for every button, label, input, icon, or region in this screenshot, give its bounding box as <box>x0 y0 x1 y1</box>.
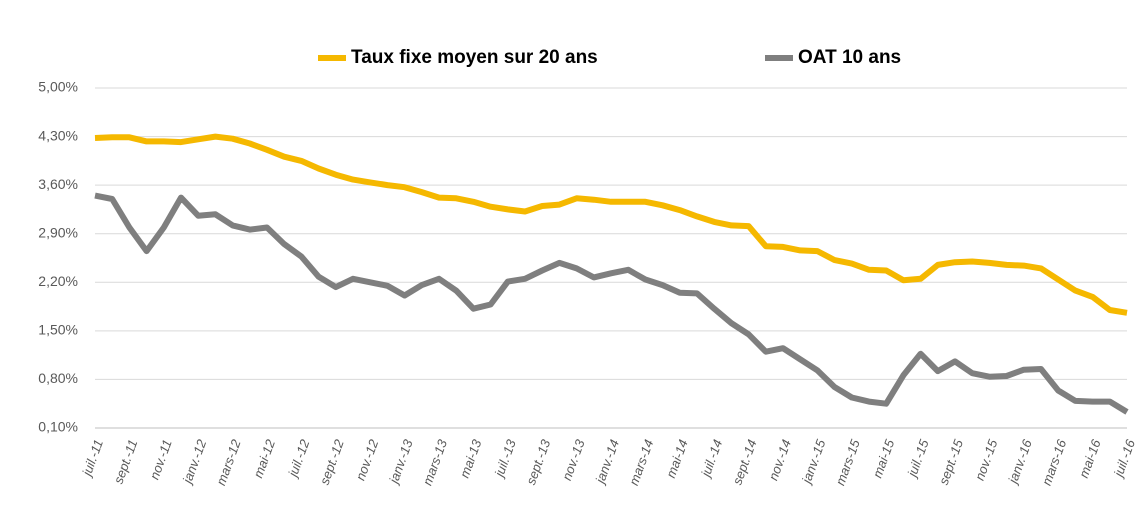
x-tick-label: mai-12 <box>250 437 278 480</box>
y-tick-label: 5,00% <box>38 79 78 95</box>
y-tick-label: 2,20% <box>38 273 78 289</box>
x-tick-label: nov.-15 <box>972 437 1001 483</box>
x-tick-label: mai-13 <box>457 437 485 480</box>
legend-label: Taux fixe moyen sur 20 ans <box>351 47 598 68</box>
y-tick-label: 2,90% <box>38 224 78 240</box>
y-tick-label: 0,80% <box>38 370 78 386</box>
x-tick-label: mars-14 <box>626 437 656 487</box>
x-tick-label: sept.-12 <box>317 437 347 487</box>
y-tick-label: 4,30% <box>38 127 78 143</box>
y-tick-label: 3,60% <box>38 176 78 192</box>
x-tick-label: janv.-12 <box>179 437 210 487</box>
x-tick-label: janv.-13 <box>385 437 416 487</box>
y-tick-label: 0,10% <box>38 419 78 435</box>
data-line <box>94 192 1129 415</box>
x-tick-label: mai-16 <box>1076 437 1104 480</box>
x-tick-label: juil.-11 <box>78 437 106 479</box>
x-tick-label: juil.-13 <box>491 437 519 481</box>
x-tick-label: janv.-15 <box>798 437 829 487</box>
x-tick-label: nov.-13 <box>559 437 588 483</box>
legend-label: OAT 10 ans <box>798 47 901 68</box>
x-tick-label: juil.-15 <box>904 437 932 481</box>
x-tick-label: mars-13 <box>420 437 451 488</box>
x-tick-label: sept.-14 <box>729 437 759 486</box>
x-tick-label: juil.-12 <box>285 437 313 481</box>
x-tick-label: nov.-11 <box>147 437 175 481</box>
x-tick-label: mars-15 <box>832 437 863 488</box>
x-tick-label: nov.-14 <box>765 437 794 482</box>
y-tick-label: 1,50% <box>38 322 78 338</box>
x-tick-label: juil.-16 <box>1110 437 1138 481</box>
x-tick-label: sept.-15 <box>936 437 966 487</box>
x-tick-label: janv.-16 <box>1005 437 1036 487</box>
x-tick-label: mars-12 <box>213 437 244 488</box>
x-tick-label: sept.-13 <box>523 437 553 487</box>
x-tick-label: nov.-12 <box>353 437 382 483</box>
x-tick-label: sept.-11 <box>111 437 141 485</box>
data-line <box>94 133 1128 316</box>
x-tick-label: mai-15 <box>870 437 898 480</box>
x-tick-label: mars-16 <box>1039 437 1070 488</box>
x-tick-label: mai-14 <box>663 437 691 479</box>
x-tick-label: juil.-14 <box>697 437 725 480</box>
x-tick-label: janv.-14 <box>592 437 622 487</box>
